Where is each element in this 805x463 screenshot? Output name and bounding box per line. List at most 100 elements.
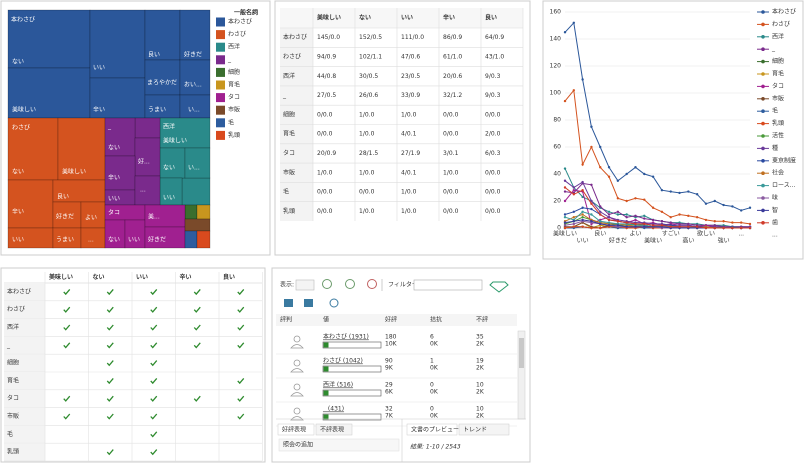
legend-dot: [761, 183, 765, 188]
treemap-cell: [80, 201, 106, 229]
data-point: [599, 205, 602, 208]
row-header: 市販: [283, 168, 295, 176]
legend-dot: [761, 221, 765, 225]
treemap-label: 良い: [148, 51, 160, 59]
row-header: タコ: [7, 394, 19, 402]
person-head: [293, 335, 301, 343]
value-link[interactable]: 本わさび (1931): [323, 333, 369, 341]
legend-label: 乳頭: [228, 131, 240, 139]
filter-input[interactable]: [413, 279, 483, 291]
tab[interactable]: [458, 423, 510, 436]
query-box[interactable]: [278, 438, 400, 452]
row-header-bg: [280, 105, 313, 125]
legend-label: 西洋: [772, 32, 784, 40]
treemap-label: まろやかだ: [147, 79, 177, 87]
table-cell: 1/0.0: [359, 208, 375, 215]
data-point: [581, 210, 584, 213]
table-cell: 1/0.0: [317, 169, 333, 176]
table-cell: 20/0.6: [443, 73, 462, 80]
tool-icon[interactable]: [322, 279, 332, 289]
data-point: [651, 224, 655, 227]
treemap-cell: [196, 230, 211, 249]
check-mark: [193, 324, 201, 331]
data-point: [678, 213, 681, 216]
data-point: [607, 210, 611, 213]
value-link[interactable]: _ (431): [322, 406, 344, 413]
table-cell: 2/0.0: [485, 131, 501, 138]
table-cell: 0/0.0: [317, 189, 333, 196]
data-point: [616, 179, 620, 182]
gem-icon[interactable]: [489, 281, 509, 293]
treemap-cell: [104, 117, 136, 157]
help-icon[interactable]: [329, 298, 339, 308]
view-label: 表示:: [280, 281, 294, 289]
tab[interactable]: [277, 423, 315, 436]
treemap-cell: [184, 218, 211, 232]
count: 10: [476, 382, 484, 389]
data-point: [599, 145, 602, 149]
tab[interactable]: [315, 423, 353, 436]
treemap-cell: [134, 175, 161, 206]
x-tick-label: 強い: [718, 237, 730, 245]
table-cell: 23/0.5: [401, 73, 420, 80]
series-line: [564, 180, 751, 229]
view-select[interactable]: [295, 279, 315, 291]
add-query: 照会の追加: [283, 441, 313, 449]
table-cell: 30/0.5: [359, 73, 378, 80]
data-point: [669, 190, 672, 193]
data-point: [722, 203, 725, 207]
data-point: [687, 225, 690, 228]
x-tick-label: すごい: [662, 230, 680, 238]
check-mark: [63, 288, 71, 296]
data-point: [607, 175, 611, 178]
data-point: [643, 172, 646, 176]
legend-dot: [761, 159, 765, 163]
value-link[interactable]: 西洋 (516): [323, 381, 353, 389]
data-point: [607, 213, 611, 216]
check-mark: [150, 288, 158, 296]
treemap-label: 良い: [57, 193, 69, 201]
x-tick-label: 美味い: [644, 237, 662, 245]
data-point: [607, 221, 611, 224]
table-cell: 1/0.0: [359, 169, 375, 176]
check-mark: [150, 377, 158, 385]
y-tick-label: 80: [553, 117, 561, 124]
data-point: [581, 216, 584, 219]
filter-label: フィルター:: [388, 281, 420, 289]
table-cell: 102/1.1: [359, 53, 382, 60]
check-mark: [237, 324, 245, 331]
value-link[interactable]: わさび (1042): [323, 357, 363, 365]
count: 2K: [476, 365, 485, 372]
treemap-label: うまい: [148, 107, 166, 114]
scroll-thumb[interactable]: [519, 338, 524, 368]
tab[interactable]: [406, 423, 458, 436]
treemap-cell: [7, 117, 59, 181]
count: 0K: [430, 413, 439, 420]
legend-swatch: [216, 130, 225, 140]
tool-icon[interactable]: [345, 279, 355, 289]
data-point: [634, 166, 637, 169]
legend-dot: [761, 134, 765, 138]
tool-icon[interactable]: [304, 299, 313, 307]
value-bar-fill: [323, 414, 329, 420]
check-mark: [63, 324, 71, 331]
data-point: [607, 216, 611, 219]
table-cell: 64/0.9: [485, 34, 504, 41]
x-tick-label: 欲しい: [697, 230, 715, 238]
check-mark: [106, 449, 114, 456]
tool-icon[interactable]: [284, 299, 293, 307]
tool-icon[interactable]: [367, 279, 377, 289]
row-header: タコ: [283, 149, 295, 157]
check-mark: [150, 324, 158, 331]
data-point: [572, 21, 576, 24]
treemap-label: ...: [88, 237, 94, 244]
y-tick-label: 60: [553, 144, 561, 151]
check-mark: [63, 413, 71, 420]
treemap-cell: [144, 9, 181, 61]
data-point: [607, 218, 611, 222]
check-mark: [106, 288, 114, 296]
table-cell: 94/0.9: [317, 53, 336, 60]
y-tick-label: 160: [550, 9, 562, 16]
table-cell: 0/0.0: [317, 208, 333, 215]
